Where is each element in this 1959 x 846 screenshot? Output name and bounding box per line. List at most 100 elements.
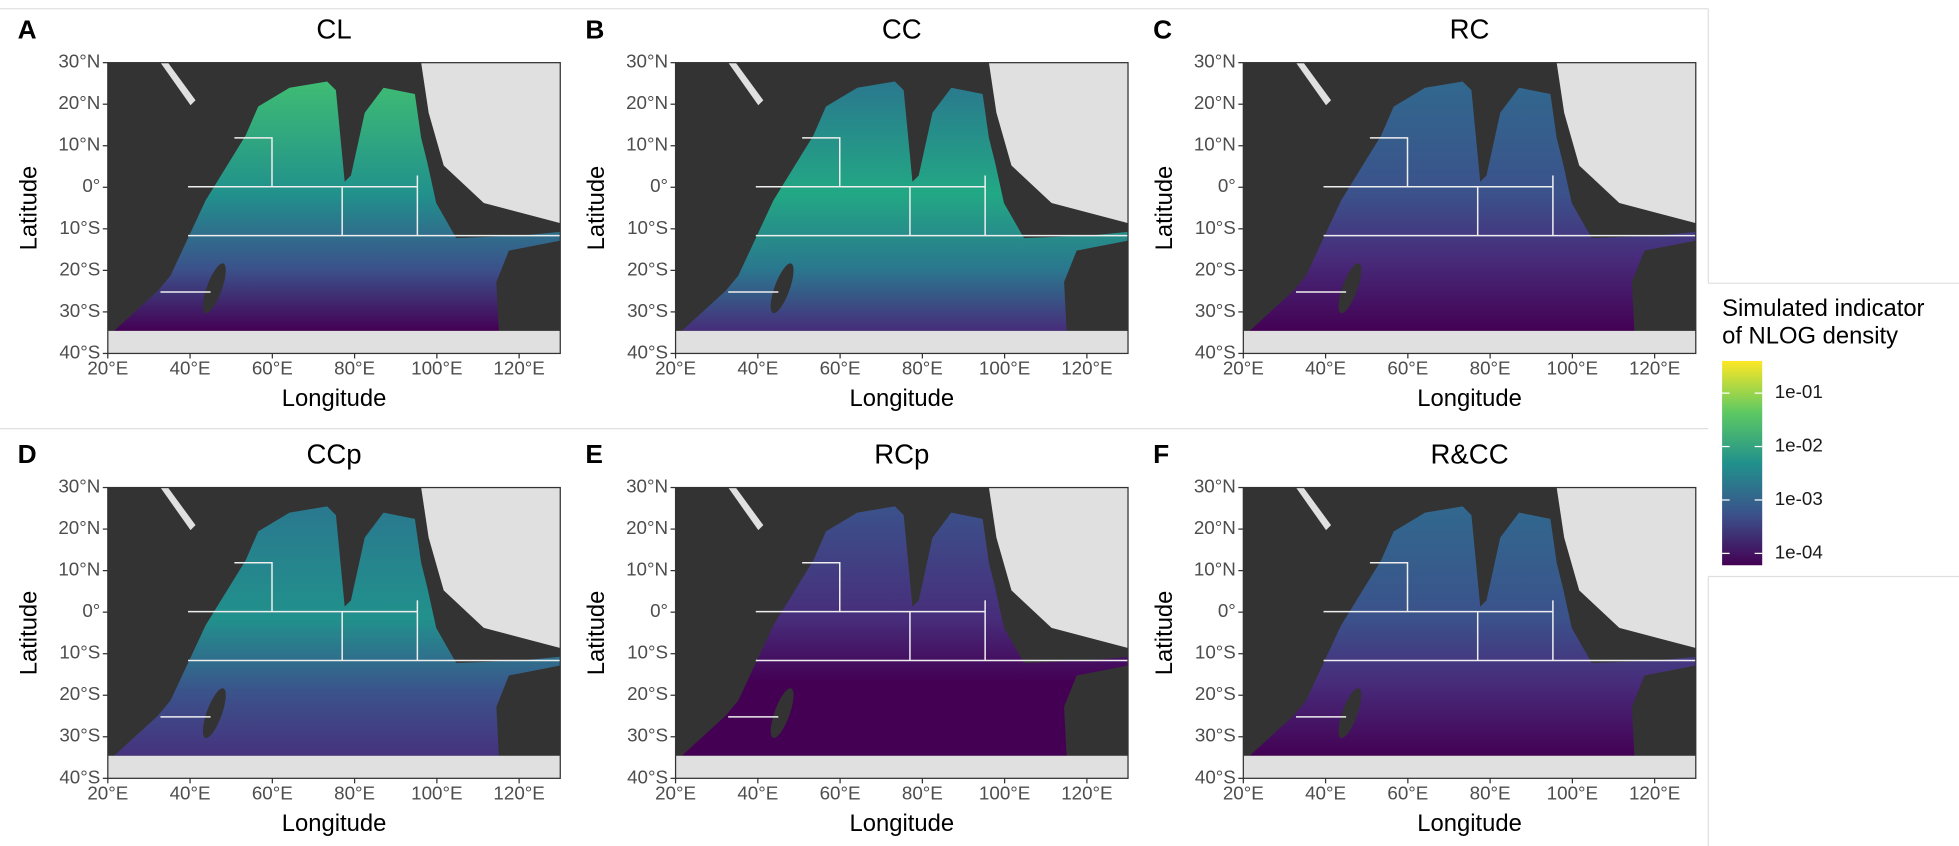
map-panel: C RC 30°N 20°N 10°N 0° 10°S 20°S 30°S 40°S20°E 40°… — [1151, 14, 1697, 412]
legend-label: 1e-01 — [1775, 381, 1823, 402]
y-axis-title: Latitude — [15, 166, 42, 251]
panel-letter: B — [585, 14, 604, 44]
plot-border — [1242, 62, 1697, 355]
plot-border — [674, 486, 1129, 779]
x-tick-label: 40°E — [737, 358, 778, 379]
y-tick-label: 30°S — [59, 300, 100, 321]
y-tick-label: 20°N — [58, 92, 100, 113]
y-tick-label: 20°N — [1194, 92, 1236, 113]
y-tick-label: 20°S — [59, 683, 100, 704]
y-tick-label: 20°S — [627, 258, 668, 279]
y-axis-title: Latitude — [15, 591, 42, 676]
panel-title: CL — [316, 14, 351, 45]
panel-letter: A — [18, 14, 37, 44]
y-tick-label: 10°S — [627, 217, 668, 238]
y-tick-label: 10°N — [626, 134, 668, 155]
y-axis-title: Latitude — [583, 591, 610, 676]
x-tick-label: 20°E — [1223, 358, 1264, 379]
x-tick-label: 120°E — [1061, 358, 1112, 379]
y-axis-title: Latitude — [1151, 591, 1178, 676]
y-tick-label: 20°N — [58, 517, 100, 538]
y-tick-label: 10°N — [58, 134, 100, 155]
x-axis-title: Longitude — [282, 810, 387, 837]
panel-title: RCp — [874, 438, 929, 469]
x-tick-label: 80°E — [1470, 358, 1511, 379]
y-tick-label: 20°N — [1194, 517, 1236, 538]
y-tick-label: 30°S — [627, 300, 668, 321]
x-tick-label: 60°E — [820, 783, 861, 804]
y-tick-label: 20°N — [626, 92, 668, 113]
x-tick-label: 20°E — [87, 358, 128, 379]
y-tick-label: 30°S — [59, 725, 100, 746]
y-tick-label: 40°S — [1195, 341, 1236, 362]
x-tick-label: 80°E — [902, 358, 943, 379]
x-tick-label: 120°E — [1629, 358, 1680, 379]
x-tick-label: 100°E — [411, 783, 462, 804]
x-tick-label: 60°E — [1387, 783, 1428, 804]
y-tick-label: 10°N — [1194, 559, 1236, 580]
panel-letter: E — [585, 439, 603, 469]
panel-letter: F — [1153, 439, 1169, 469]
y-tick-label: 0° — [1218, 175, 1236, 196]
legend-title: of NLOG density — [1722, 322, 1898, 349]
map-panel: E RCp 30°N 20°N 10°N 0° 10°S 20°S 30°S 40°S20°E 40… — [583, 438, 1129, 837]
map-panel: B CC 30°N 20°N 10°N 0° 10°S 20°S 30°S 40°S20°E 40°… — [583, 14, 1129, 412]
map-panel: D CCp 30°N 20°N 10°N 0° 10°S 20°S 30°S 40°S20°E 40… — [15, 438, 561, 837]
panel-title: R&CC — [1430, 438, 1508, 469]
x-axis-title: Longitude — [282, 385, 387, 412]
y-axis-title: Latitude — [583, 166, 610, 251]
x-tick-label: 100°E — [411, 358, 462, 379]
x-tick-label: 100°E — [1547, 783, 1598, 804]
plot-border — [674, 62, 1129, 355]
x-tick-label: 60°E — [820, 358, 861, 379]
legend-colorbar — [1722, 360, 1763, 566]
y-tick-label: 30°N — [626, 51, 668, 72]
map-raster — [1243, 62, 1696, 354]
x-tick-label: 20°E — [655, 358, 696, 379]
y-tick-label: 30°N — [58, 476, 100, 497]
y-tick-label: 30°N — [1194, 51, 1236, 72]
legend-label: 1e-03 — [1775, 488, 1823, 509]
x-tick-label: 60°E — [252, 783, 293, 804]
x-tick-label: 40°E — [170, 358, 211, 379]
x-tick-label: 80°E — [1470, 783, 1511, 804]
legend-label: 1e-04 — [1775, 541, 1823, 562]
x-tick-label: 100°E — [979, 358, 1030, 379]
legend-title: Simulated indicator — [1722, 295, 1924, 322]
plot-border — [1242, 486, 1697, 779]
map-raster — [675, 62, 1129, 354]
panel-letter: D — [18, 439, 37, 469]
y-tick-label: 30°S — [1195, 725, 1236, 746]
y-tick-label: 0° — [1218, 600, 1236, 621]
y-tick-label: 10°N — [58, 559, 100, 580]
y-tick-label: 10°S — [627, 642, 668, 663]
panel-title: CC — [882, 14, 922, 45]
x-tick-label: 80°E — [902, 783, 943, 804]
y-tick-label: 30°N — [626, 476, 668, 497]
y-tick-label: 0° — [650, 175, 668, 196]
x-tick-label: 120°E — [1061, 783, 1112, 804]
y-axis-title: Latitude — [1151, 166, 1178, 251]
map-raster — [675, 487, 1129, 779]
x-tick-label: 40°E — [1305, 783, 1346, 804]
x-tick-label: 40°E — [1305, 358, 1346, 379]
y-tick-label: 10°S — [59, 642, 100, 663]
y-tick-label: 20°S — [59, 258, 100, 279]
legend-label: 1e-02 — [1775, 435, 1823, 456]
plot-border — [107, 62, 561, 355]
y-tick-label: 0° — [82, 175, 100, 196]
map-raster — [1243, 487, 1696, 779]
map-panel: F R&CC 30°N 20°N 10°N 0° 10°S 20°S 30°S 40°S20°E 4… — [1151, 438, 1697, 837]
x-tick-label: 120°E — [493, 783, 544, 804]
y-tick-label: 20°S — [1195, 258, 1236, 279]
x-tick-label: 40°E — [737, 783, 778, 804]
map-panel: A CL 30°N 20°N 10°N 0° 10°S 20°S 30°S 40°S20°E 40°… — [15, 14, 561, 412]
y-tick-label: 30°S — [627, 725, 668, 746]
y-tick-label: 30°N — [58, 51, 100, 72]
y-tick-label: 40°S — [627, 766, 668, 787]
x-tick-label: 80°E — [334, 783, 375, 804]
y-tick-label: 40°S — [627, 341, 668, 362]
y-tick-label: 10°S — [1195, 642, 1236, 663]
x-axis-title: Longitude — [850, 810, 955, 837]
plot-border — [107, 486, 561, 779]
